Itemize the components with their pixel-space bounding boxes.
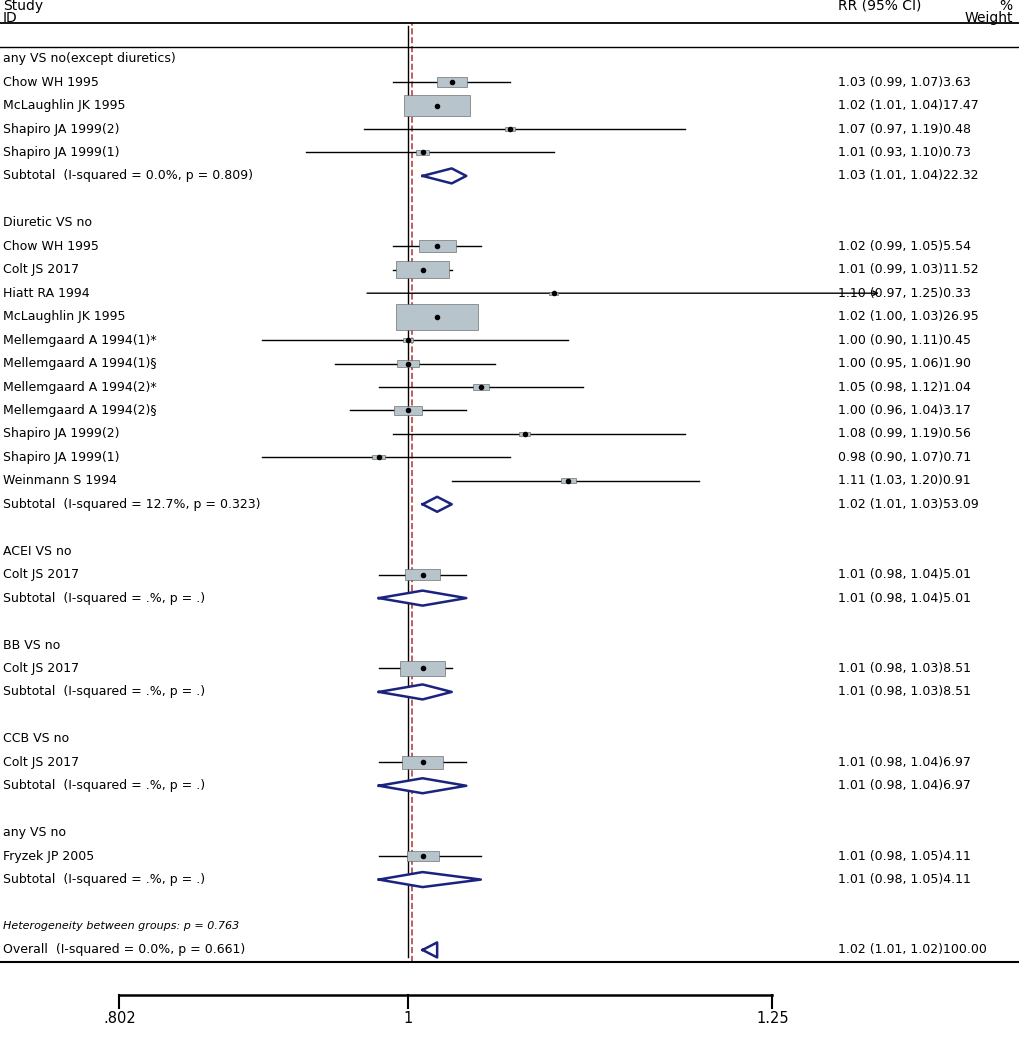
Text: Weight: Weight xyxy=(963,10,1012,24)
Text: 1.10 (0.97, 1.25)0.33: 1.10 (0.97, 1.25)0.33 xyxy=(837,287,970,300)
Text: 1.03 (0.99, 1.07)3.63: 1.03 (0.99, 1.07)3.63 xyxy=(837,75,970,89)
Text: McLaughlin JK 1995: McLaughlin JK 1995 xyxy=(3,100,125,112)
Text: BB VS no: BB VS no xyxy=(3,638,60,652)
Text: 1: 1 xyxy=(403,1011,413,1026)
Text: Mellemgaard A 1994(2)§: Mellemgaard A 1994(2)§ xyxy=(3,403,156,417)
Polygon shape xyxy=(422,497,451,511)
Text: 0.98 (0.90, 1.07)0.71: 0.98 (0.90, 1.07)0.71 xyxy=(837,451,970,464)
Bar xyxy=(418,240,455,253)
Text: McLaughlin JK 1995: McLaughlin JK 1995 xyxy=(3,310,125,323)
Text: 1.01 (0.98, 1.05)4.11: 1.01 (0.98, 1.05)4.11 xyxy=(837,850,970,863)
Text: 1.00 (0.96, 1.04)3.17: 1.00 (0.96, 1.04)3.17 xyxy=(837,403,970,417)
Text: Fryzek JP 2005: Fryzek JP 2005 xyxy=(3,850,94,863)
Bar xyxy=(403,339,413,342)
Text: .802: .802 xyxy=(103,1011,136,1026)
Text: any VS no(except diuretics): any VS no(except diuretics) xyxy=(3,52,175,65)
Text: 1.07 (0.97, 1.19)0.48: 1.07 (0.97, 1.19)0.48 xyxy=(837,123,970,135)
Bar xyxy=(436,78,467,87)
Bar xyxy=(405,569,440,581)
Text: 1.02 (1.00, 1.03)26.95: 1.02 (1.00, 1.03)26.95 xyxy=(837,310,977,323)
Polygon shape xyxy=(422,942,437,958)
Bar xyxy=(396,361,419,367)
Bar xyxy=(372,455,385,459)
Bar xyxy=(401,756,443,769)
Text: Overall  (I-squared = 0.0%, p = 0.661): Overall (I-squared = 0.0%, p = 0.661) xyxy=(3,943,245,957)
Text: 1.01 (0.98, 1.04)6.97: 1.01 (0.98, 1.04)6.97 xyxy=(837,756,970,769)
Text: 1.25: 1.25 xyxy=(755,1011,788,1026)
Text: 1.01 (0.98, 1.04)6.97: 1.01 (0.98, 1.04)6.97 xyxy=(837,780,970,792)
Polygon shape xyxy=(378,591,466,606)
Text: Subtotal  (I-squared = 12.7%, p = 0.323): Subtotal (I-squared = 12.7%, p = 0.323) xyxy=(3,498,260,510)
Text: 1.01 (0.98, 1.05)4.11: 1.01 (0.98, 1.05)4.11 xyxy=(837,873,970,886)
Text: Subtotal  (I-squared = 0.0%, p = 0.809): Subtotal (I-squared = 0.0%, p = 0.809) xyxy=(3,170,253,182)
Polygon shape xyxy=(378,872,480,887)
Text: Colt JS 2017: Colt JS 2017 xyxy=(3,662,78,675)
Text: Heterogeneity between groups: p = 0.763: Heterogeneity between groups: p = 0.763 xyxy=(3,921,238,932)
Text: 1.03 (1.01, 1.04)22.32: 1.03 (1.01, 1.04)22.32 xyxy=(837,170,977,182)
Text: Colt JS 2017: Colt JS 2017 xyxy=(3,756,78,769)
Bar xyxy=(504,127,515,131)
Text: Subtotal  (I-squared = .%, p = .): Subtotal (I-squared = .%, p = .) xyxy=(3,873,205,886)
Text: Chow WH 1995: Chow WH 1995 xyxy=(3,75,99,89)
Bar xyxy=(404,95,470,116)
Polygon shape xyxy=(378,684,451,699)
Text: 1.02 (0.99, 1.05)5.54: 1.02 (0.99, 1.05)5.54 xyxy=(837,240,970,253)
Text: Colt JS 2017: Colt JS 2017 xyxy=(3,263,78,277)
Bar xyxy=(473,385,488,390)
Text: 1.01 (0.99, 1.03)11.52: 1.01 (0.99, 1.03)11.52 xyxy=(837,263,977,277)
Text: Subtotal  (I-squared = .%, p = .): Subtotal (I-squared = .%, p = .) xyxy=(3,592,205,605)
Text: Chow WH 1995: Chow WH 1995 xyxy=(3,240,99,253)
Text: ACEI VS no: ACEI VS no xyxy=(3,545,71,558)
Bar xyxy=(560,479,575,483)
Polygon shape xyxy=(378,779,466,793)
Text: any VS no: any VS no xyxy=(3,826,66,839)
Text: %: % xyxy=(999,0,1012,13)
Text: 1.01 (0.93, 1.10)0.73: 1.01 (0.93, 1.10)0.73 xyxy=(837,146,970,159)
Bar xyxy=(407,851,438,861)
Text: 1.11 (1.03, 1.20)0.91: 1.11 (1.03, 1.20)0.91 xyxy=(837,475,969,487)
Bar xyxy=(395,261,448,278)
Text: Mellemgaard A 1994(2)*: Mellemgaard A 1994(2)* xyxy=(3,380,156,393)
Text: 1.02 (1.01, 1.04)17.47: 1.02 (1.01, 1.04)17.47 xyxy=(837,100,977,112)
Text: 1.08 (0.99, 1.19)0.56: 1.08 (0.99, 1.19)0.56 xyxy=(837,428,970,440)
Bar xyxy=(416,150,429,155)
Text: Subtotal  (I-squared = .%, p = .): Subtotal (I-squared = .%, p = .) xyxy=(3,780,205,792)
Text: 1.01 (0.98, 1.04)5.01: 1.01 (0.98, 1.04)5.01 xyxy=(837,568,970,582)
Text: Shapiro JA 1999(1): Shapiro JA 1999(1) xyxy=(3,451,119,464)
Text: 1.01 (0.98, 1.03)8.51: 1.01 (0.98, 1.03)8.51 xyxy=(837,662,970,675)
Polygon shape xyxy=(422,169,466,183)
Text: 1.02 (1.01, 1.03)53.09: 1.02 (1.01, 1.03)53.09 xyxy=(837,498,977,510)
Bar xyxy=(519,432,530,436)
Text: 1.02 (1.01, 1.02)100.00: 1.02 (1.01, 1.02)100.00 xyxy=(837,943,985,957)
Text: Hiatt RA 1994: Hiatt RA 1994 xyxy=(3,287,90,300)
Text: Weinmann S 1994: Weinmann S 1994 xyxy=(3,475,116,487)
Text: CCB VS no: CCB VS no xyxy=(3,733,69,745)
Text: ID: ID xyxy=(3,10,17,24)
Bar xyxy=(399,661,445,676)
Text: Mellemgaard A 1994(1)*: Mellemgaard A 1994(1)* xyxy=(3,333,156,347)
Bar xyxy=(393,406,422,415)
Text: 1.05 (0.98, 1.12)1.04: 1.05 (0.98, 1.12)1.04 xyxy=(837,380,970,393)
Text: 1.01 (0.98, 1.04)5.01: 1.01 (0.98, 1.04)5.01 xyxy=(837,592,970,605)
Bar xyxy=(396,304,478,329)
Text: Diuretic VS no: Diuretic VS no xyxy=(3,216,92,230)
Text: Shapiro JA 1999(2): Shapiro JA 1999(2) xyxy=(3,428,119,440)
Text: Subtotal  (I-squared = .%, p = .): Subtotal (I-squared = .%, p = .) xyxy=(3,685,205,698)
Text: Shapiro JA 1999(2): Shapiro JA 1999(2) xyxy=(3,123,119,135)
Text: 1.00 (0.90, 1.11)0.45: 1.00 (0.90, 1.11)0.45 xyxy=(837,333,970,347)
Bar xyxy=(548,291,557,294)
Text: 1.00 (0.95, 1.06)1.90: 1.00 (0.95, 1.06)1.90 xyxy=(837,357,970,370)
Text: Shapiro JA 1999(1): Shapiro JA 1999(1) xyxy=(3,146,119,159)
Text: Colt JS 2017: Colt JS 2017 xyxy=(3,568,78,582)
Text: RR (95% CI): RR (95% CI) xyxy=(837,0,920,13)
Text: Mellemgaard A 1994(1)§: Mellemgaard A 1994(1)§ xyxy=(3,357,156,370)
Text: 1.01 (0.98, 1.03)8.51: 1.01 (0.98, 1.03)8.51 xyxy=(837,685,970,698)
Text: Study: Study xyxy=(3,0,43,13)
